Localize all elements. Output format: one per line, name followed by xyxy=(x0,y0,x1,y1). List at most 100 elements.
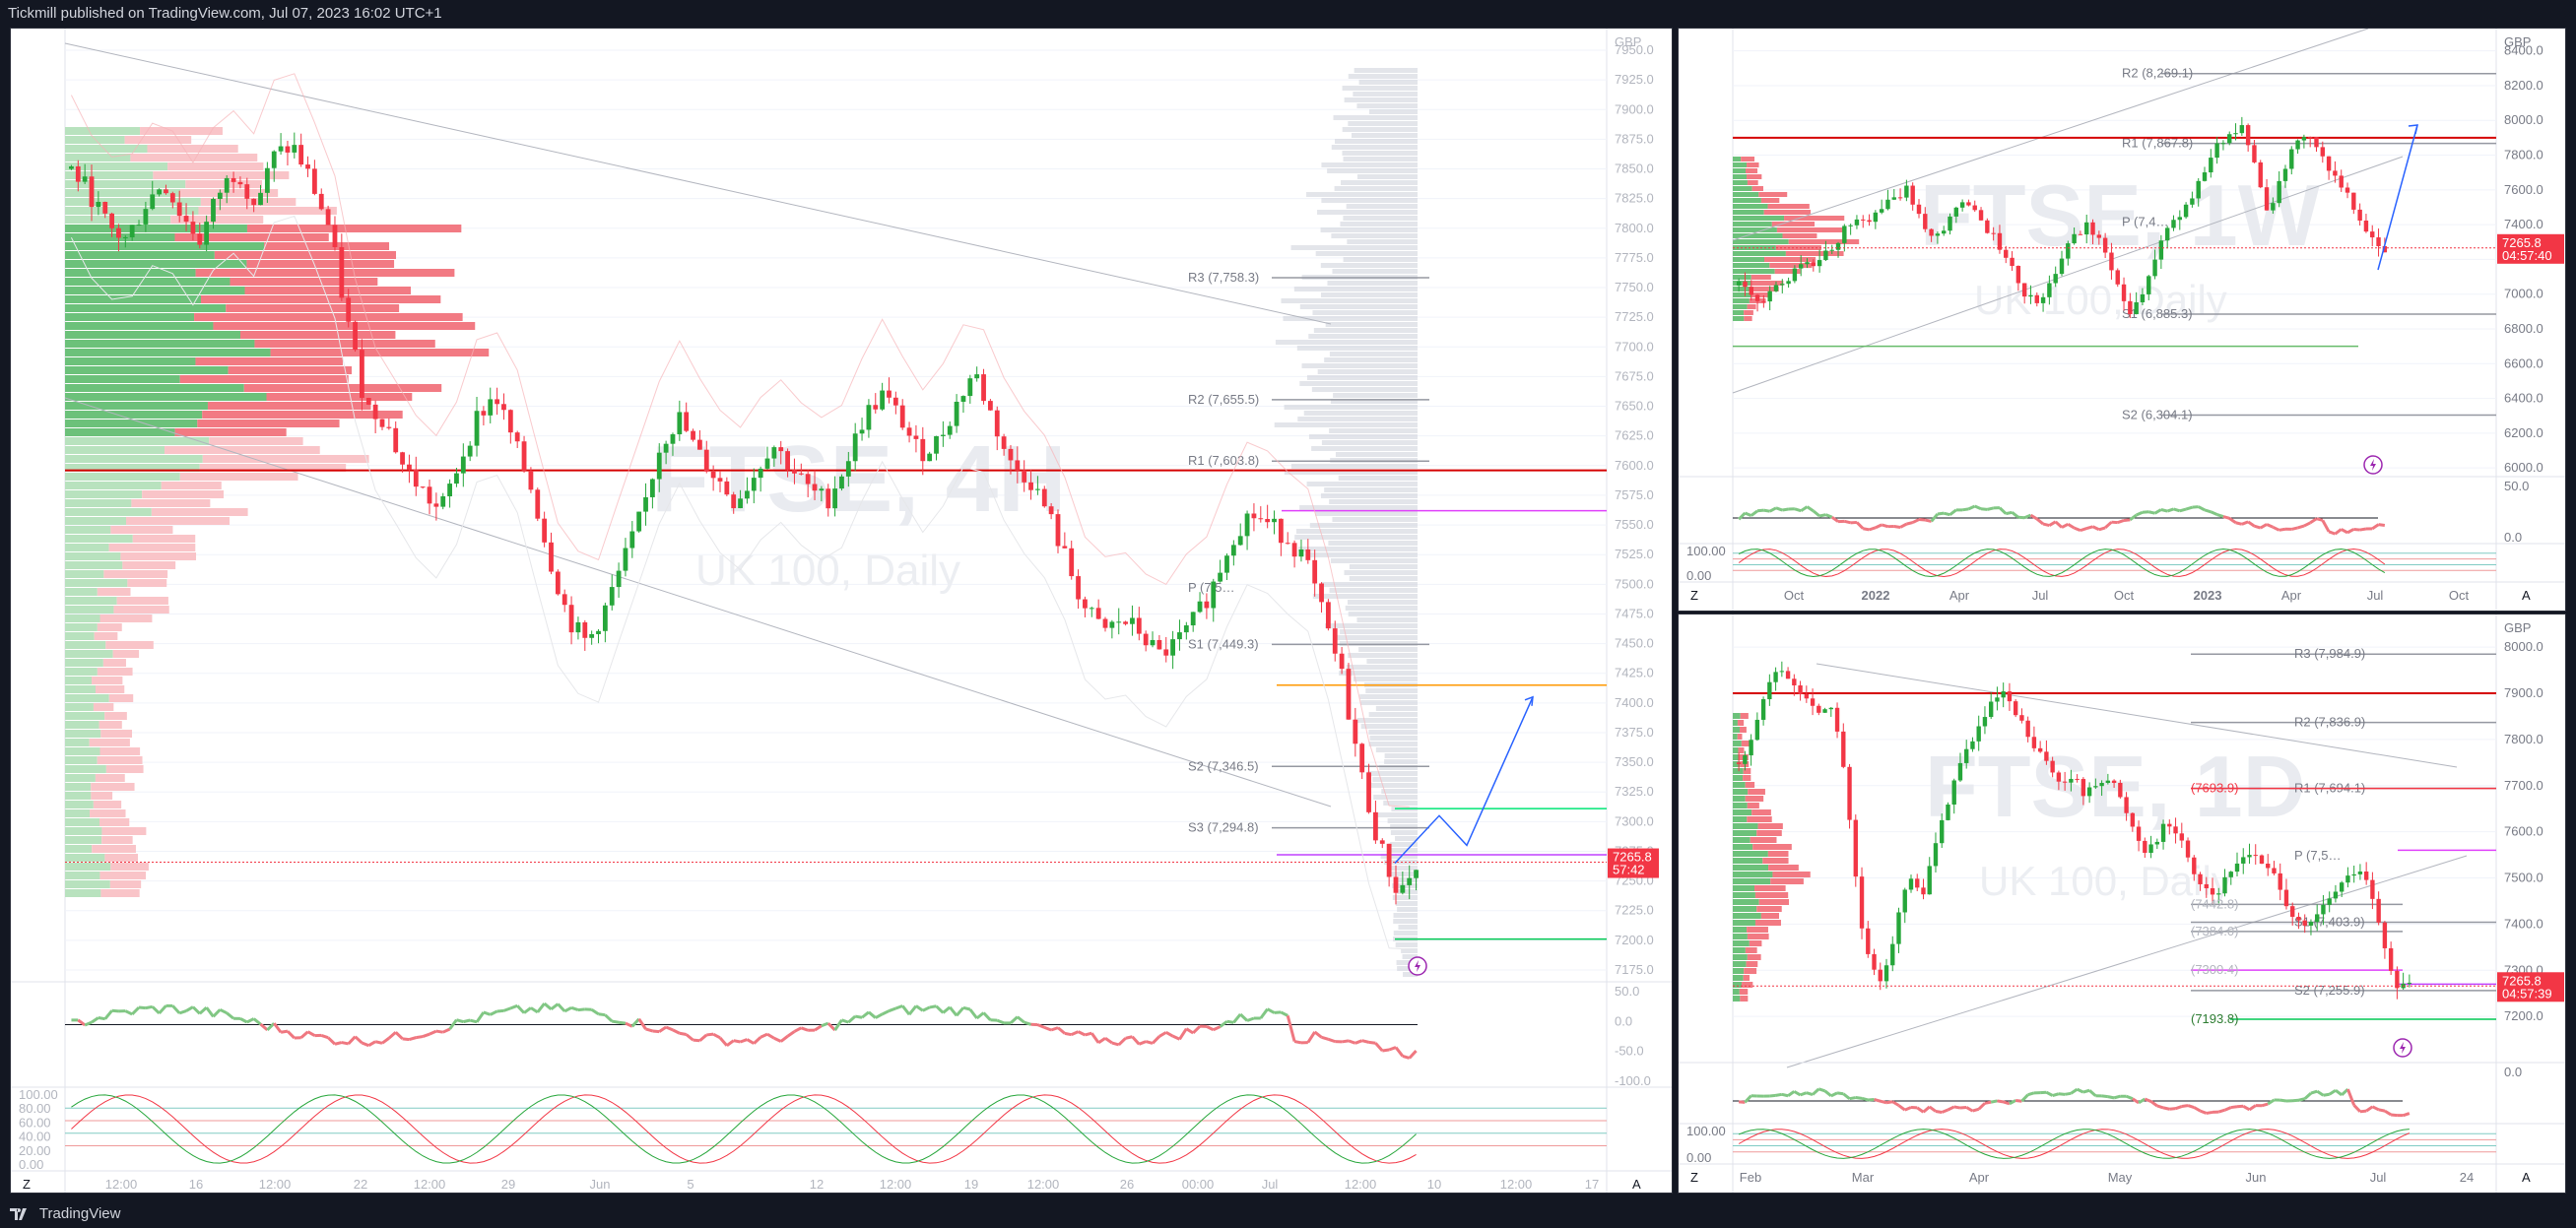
time-axis-label: 10 xyxy=(1427,1177,1441,1192)
volume-profile-down-bar xyxy=(195,357,343,365)
oscillator-line xyxy=(1893,525,1901,529)
session-volume-bar xyxy=(1308,434,1418,439)
volume-profile-up-bar xyxy=(65,535,133,543)
session-volume-bar xyxy=(1375,812,1418,817)
volume-profile-up-bar xyxy=(65,269,196,277)
oscillator-line xyxy=(1185,1027,1194,1035)
oscillator-line xyxy=(2216,513,2224,519)
session-volume-bar xyxy=(1339,671,1418,676)
oscillator-line xyxy=(367,1040,376,1047)
volume-profile-down-bar xyxy=(1752,844,1792,850)
oscillator-line xyxy=(1354,1039,1363,1045)
oscillator-line xyxy=(2035,517,2045,526)
candle-body xyxy=(1298,549,1304,557)
candle-body xyxy=(2198,873,2203,884)
volume-profile-down-bar xyxy=(147,145,238,153)
oscillator-line xyxy=(219,1007,228,1015)
session-volume-bar xyxy=(1306,375,1418,380)
candle-body xyxy=(1816,705,1821,713)
oscillator-line xyxy=(1077,1030,1087,1037)
candle-body xyxy=(2357,209,2362,221)
oscillator-line xyxy=(266,1022,276,1031)
daily-chart-svg[interactable]: 8000.0 7900.0 7800.0 7700.0 7600.0 7500.0 7400… xyxy=(1679,614,2565,1193)
volume-profile-up-bar xyxy=(65,863,111,871)
volume-profile-down-bar xyxy=(214,251,397,259)
session-volume-bar xyxy=(1320,263,1418,268)
volume-profile-up-bar xyxy=(65,180,186,188)
candle-body xyxy=(2326,156,2332,171)
oscillator-axis-label: 0.0 xyxy=(2504,530,2522,545)
volume-profile-down-bar xyxy=(1742,982,1753,988)
price-axis-label: 7875.0 xyxy=(1615,131,1654,146)
volume-profile-up-bar xyxy=(65,783,92,791)
oscillator-axis-label: 60.00 xyxy=(19,1115,51,1130)
session-volume-bar xyxy=(1274,422,1418,427)
candle-body xyxy=(2258,162,2263,188)
volume-profile-up-bar xyxy=(65,251,215,259)
published-header: Tickmill published on TradingView.com, J… xyxy=(0,0,2576,28)
price-axis-label: 7650.0 xyxy=(1615,399,1654,414)
volume-profile-down-bar xyxy=(226,304,400,312)
volume-profile-up-bar xyxy=(1733,920,1755,926)
oscillator-line xyxy=(1912,518,1920,524)
candle-body xyxy=(1916,204,1922,215)
auto-scale-z-button: Z xyxy=(1690,1170,1698,1185)
candle-body xyxy=(2115,270,2120,285)
oscillator-line xyxy=(2223,1106,2232,1112)
candle-body xyxy=(2164,227,2170,241)
weekly-chart-panel[interactable]: 8400.08200.08000.07800.07600.07400.07200… xyxy=(1678,28,2566,612)
candle-body xyxy=(2283,889,2289,907)
candle-body xyxy=(1942,230,1947,234)
candle-body xyxy=(1902,889,1907,913)
volume-profile-up-bar xyxy=(1733,720,1738,726)
pivot-label: S1 (7,449.3) xyxy=(1188,636,1259,651)
candle-body xyxy=(2121,284,2127,301)
weekly-chart-svg[interactable]: 8400.08200.08000.07800.07600.07400.07200… xyxy=(1679,29,2565,611)
oscillator-line xyxy=(740,1038,748,1044)
oscillator-line xyxy=(2290,526,2298,531)
candle-body xyxy=(2307,137,2313,139)
volume-profile-up-bar xyxy=(65,880,110,888)
candle-body xyxy=(1792,679,1797,686)
candle-body xyxy=(1760,699,1766,720)
volume-profile-up-bar xyxy=(1733,198,1761,203)
session-volume-bar xyxy=(1296,346,1418,351)
pivot-label: R2 (8,269.1) xyxy=(2122,66,2193,81)
volume-profile-up-bar xyxy=(65,854,105,862)
candle-body xyxy=(1989,701,1994,718)
candle-body xyxy=(2160,823,2166,842)
session-volume-bar xyxy=(1348,74,1418,79)
oscillator-line xyxy=(306,1030,316,1037)
oscillator-line xyxy=(2147,510,2155,515)
volume-profile-up-bar xyxy=(65,322,214,330)
volume-profile-up-bar xyxy=(65,446,165,454)
volume-profile-down-bar xyxy=(97,756,143,764)
candle-body xyxy=(2028,294,2033,297)
main-chart-panel[interactable]: 7950.0 7925.0 7900.0 7875.0 7850.0 7825.0 7800… xyxy=(10,28,1673,1194)
session-volume-bar xyxy=(1312,310,1418,315)
oscillator-axis-label: 0.00 xyxy=(19,1157,43,1172)
candle-body xyxy=(190,222,196,234)
oscillator-line xyxy=(922,1005,931,1012)
session-volume-bar xyxy=(1342,151,1418,156)
oscillator-line xyxy=(712,1032,721,1040)
session-volume-bar xyxy=(1346,665,1418,670)
volume-profile-down-bar xyxy=(1737,734,1743,740)
oscillator-line xyxy=(1782,507,1789,512)
volume-profile-down-bar xyxy=(194,313,463,321)
candle-body xyxy=(832,488,838,509)
candle-body xyxy=(899,405,905,428)
session-volume-bar xyxy=(1395,836,1418,841)
oscillator-line xyxy=(145,1004,154,1010)
volume-profile-up-bar xyxy=(1733,713,1741,719)
oscillator-line xyxy=(766,1032,775,1040)
main-chart-svg[interactable]: 7950.0 7925.0 7900.0 7875.0 7850.0 7825.0 7800… xyxy=(11,29,1672,1193)
volume-profile-down-bar xyxy=(116,597,168,605)
oscillator-line xyxy=(1794,507,1802,513)
oscillator-line xyxy=(2185,505,2193,511)
candle-body xyxy=(325,209,331,226)
volume-profile-up-bar xyxy=(65,872,100,879)
session-volume-bar xyxy=(1348,653,1418,658)
oscillator-line xyxy=(672,1028,681,1035)
daily-chart-panel[interactable]: 8000.0 7900.0 7800.0 7700.0 7600.0 7500.0 7400… xyxy=(1678,614,2566,1194)
